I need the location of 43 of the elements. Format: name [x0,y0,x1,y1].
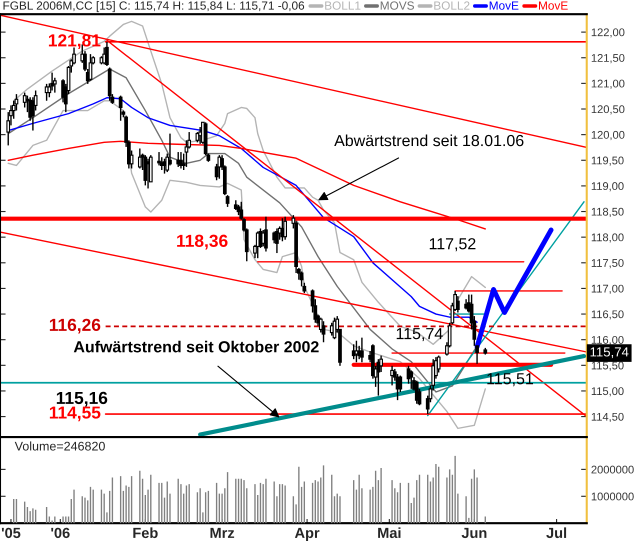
x-tick-label: Mai [378,527,400,538]
x-tick-label: Jul [546,527,566,538]
chart-title: FGBL 2006M,CC [15] C: 115,74 H: 115,84 L: 115,71 -0,06 [4,1,304,12]
y-tick-label: 116,50 [592,310,624,320]
chart-title: Volume=246820 [14,441,105,451]
x-tick-label: Feb [133,527,158,538]
legend-label: MovE [539,2,568,10]
ref-line-label: 114,55 [50,406,100,422]
x-tick-label: Apr [294,528,320,541]
annotation: Abwärtstrend seit 18.01.06 [334,134,524,146]
legend-label: MovE [490,2,518,10]
annotation: 115,74 [590,347,629,358]
y-tick-label: 115,50 [592,362,624,371]
y-tick-label: 122,00 [592,28,624,38]
y-tick-label: 2000000 [591,466,634,474]
legend-label: BOLL1 [325,1,360,10]
y-tick-label: 117,50 [592,259,624,268]
x-tick-label: Mrz [210,528,234,538]
annotation: 117,52 [430,238,476,252]
legend-label: BOLL2 [434,1,470,10]
x-tick-label: '06 [51,528,70,538]
y-tick-label: 114,50 [592,412,624,422]
ref-line-label: 118,36 [177,234,228,250]
y-tick-label: 116,00 [592,336,624,346]
y-tick-label: 121,50 [592,54,624,64]
ref-line-label: 115,16 [56,392,108,407]
y-tick-label: 118,50 [592,208,624,217]
y-tick-label: 118,00 [592,233,624,243]
y-tick-label: 119,50 [592,156,624,166]
annotation: 115,74 [396,328,443,342]
ref-line-label: 121,81 [48,34,100,50]
y-tick-label: 119,00 [592,182,624,192]
x-tick-label: Jun [462,528,486,538]
y-tick-label: 115,00 [592,387,624,396]
y-tick-label: 117,00 [592,284,624,294]
y-tick-label: 121,00 [592,80,624,89]
x-tick-label: '05 [2,528,20,538]
y-tick-label: 120,50 [592,105,624,114]
annotation: Aufwärtstrend seit Oktober 2002 [74,340,319,352]
legend-label: MOVS [380,1,414,10]
y-tick-label: 1000000 [592,492,634,500]
y-tick-label: 120,00 [592,130,624,140]
ref-line-label: 116,26 [50,318,100,334]
